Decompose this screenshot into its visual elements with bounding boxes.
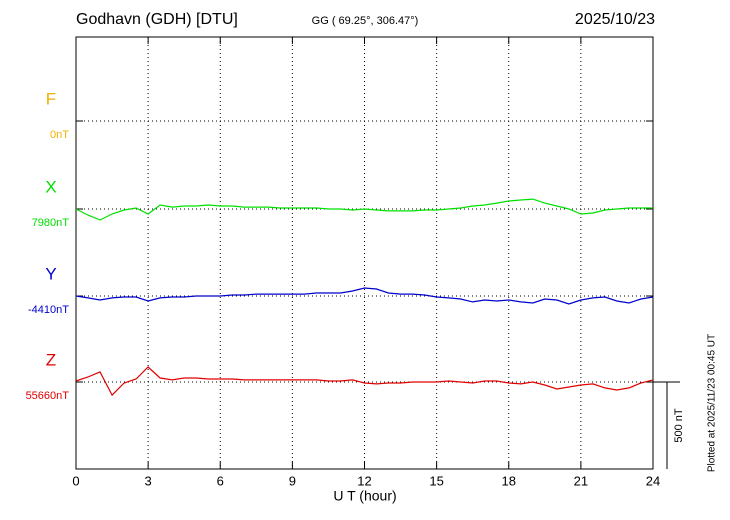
baseline-label: 7980nT — [32, 217, 70, 229]
baseline-label: 0nT — [50, 129, 69, 141]
series-name: F — [46, 89, 56, 108]
x-tick-label: 9 — [289, 473, 296, 488]
series-line — [75, 366, 654, 397]
x-tick-label: 21 — [574, 473, 588, 488]
x-tick-label: 0 — [72, 473, 79, 488]
chart-date: 2025/10/23 — [575, 11, 655, 28]
x-tick-label: 12 — [357, 473, 371, 488]
scale-bar-label: 500 nT — [673, 408, 685, 443]
series-name: Y — [45, 264, 56, 283]
footnote: Plotted at 2025/11/23 00:45 UT — [707, 334, 718, 472]
chart-subtitle: GG ( 69.25°, 306.47°) — [312, 15, 419, 27]
chart-title: Godhavn (GDH) [DTU] — [76, 11, 238, 28]
baseline-label: 55660nT — [26, 390, 70, 402]
series-line — [75, 198, 653, 221]
x-tick-label: 15 — [429, 473, 443, 488]
series-line — [75, 287, 654, 305]
series-name: Z — [46, 350, 56, 369]
baseline-label: -4410nT — [28, 304, 69, 316]
x-tick-label: 18 — [502, 473, 516, 488]
x-tick-label: 24 — [646, 473, 660, 488]
x-axis-label: U T (hour) — [333, 488, 396, 504]
series-name: X — [45, 177, 56, 196]
x-tick-label: 6 — [217, 473, 224, 488]
x-tick-label: 3 — [145, 473, 152, 488]
